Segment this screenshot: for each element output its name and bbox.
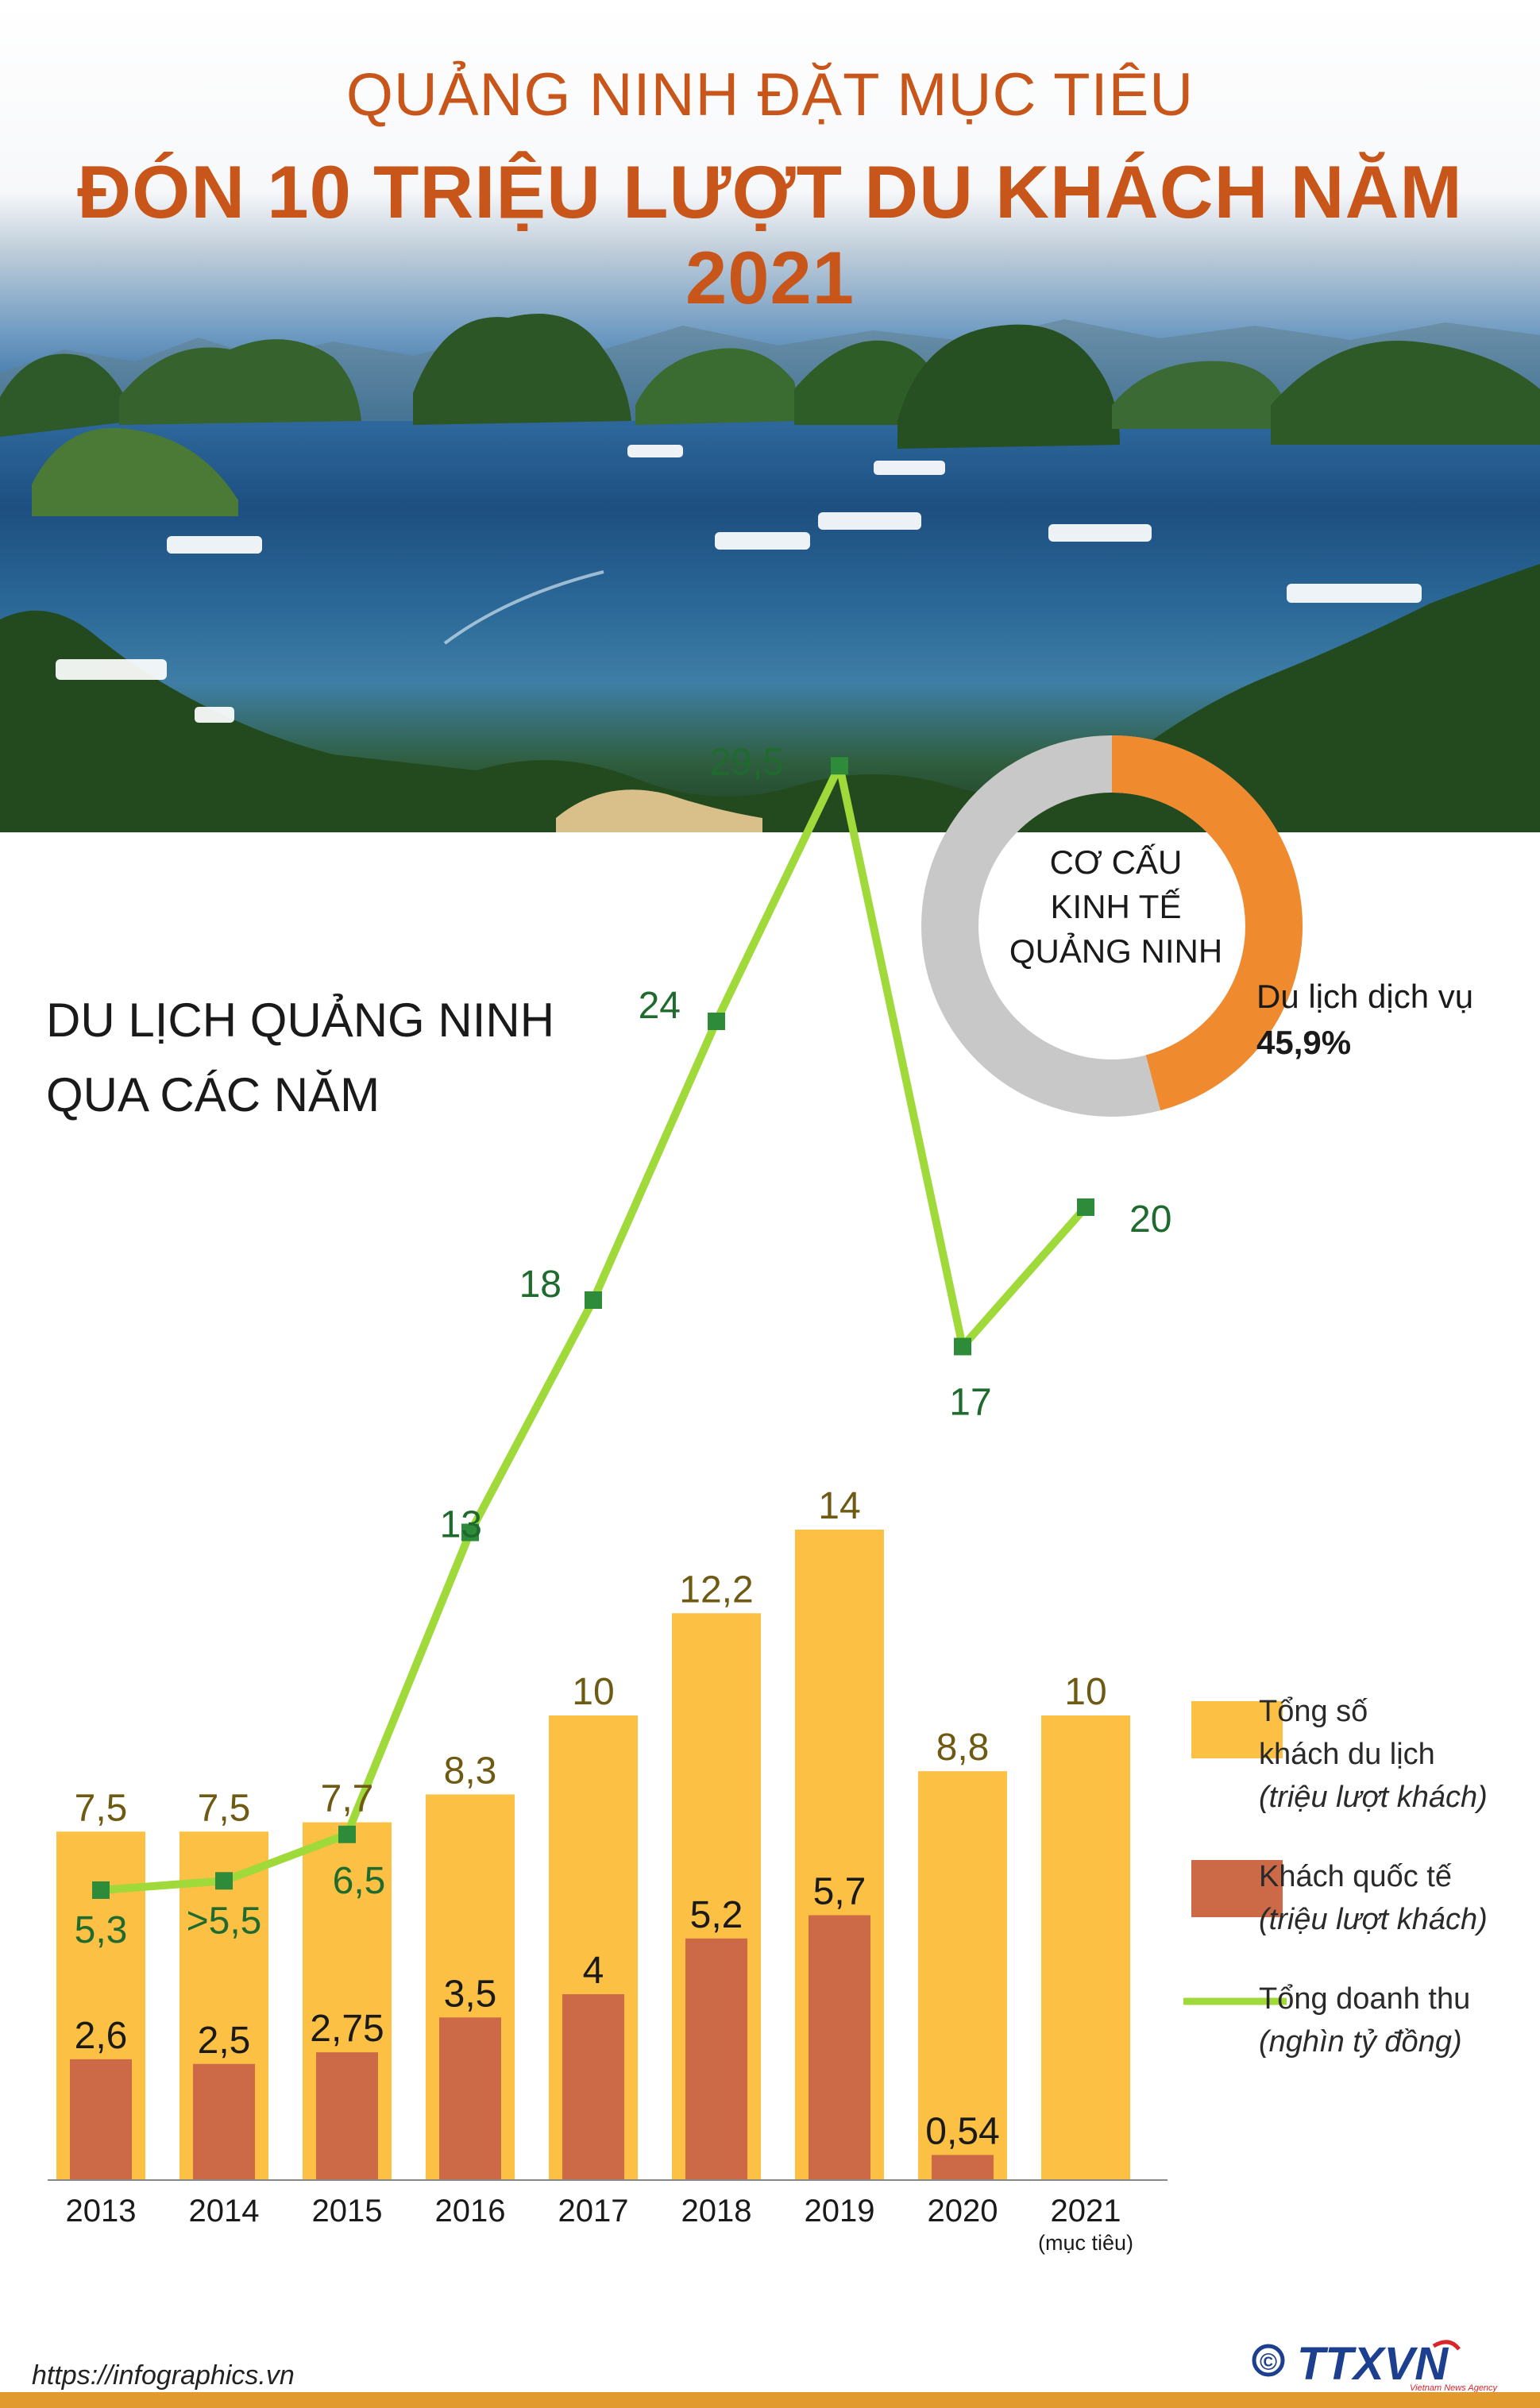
x-tick-note-2021: (mục tiêu) — [1038, 2231, 1133, 2255]
total-label-2014: 7,5 — [198, 1787, 251, 1829]
intl-bar-2016 — [439, 2017, 501, 2180]
intl-label-2019: 5,7 — [813, 1871, 866, 1913]
total-label-2016: 8,3 — [444, 1750, 497, 1792]
total-bar-2020 — [918, 1771, 1007, 2180]
x-tick-2017: 2017 — [558, 2194, 629, 2229]
x-axis-tick-labels: 2013 2014 2015 2016 2017 2018 2019 2020 2021(mục… — [66, 2194, 1134, 2255]
total-bar-2021 — [1041, 1715, 1130, 2180]
legend-intl-unit: (triệu lượt khách) — [1259, 1903, 1488, 1936]
section-title-line-2: QUA CÁC NĂM — [46, 1068, 380, 1121]
revenue-label-2013: 5,3 — [75, 1909, 128, 1951]
revenue-label-2015: 6,5 — [333, 1860, 386, 1902]
revenue-label-2018: 24 — [639, 985, 681, 1027]
legend-total-line-2: khách du lịch — [1259, 1738, 1435, 1771]
legend-total: Tổng số khách du lịch (triệu lượt khách) — [1259, 1690, 1488, 1819]
intl-bar-2013 — [70, 2059, 132, 2180]
revenue-line-series: 5,3 >5,5 6,5 13 18 24 29,5 17 20 — [75, 741, 1172, 1951]
revenue-label-2019: 29,5 — [710, 741, 784, 783]
donut-segment-label: Du lịch dịch vụ — [1256, 978, 1474, 1015]
donut-tourism-segment — [1111, 735, 1303, 1111]
revenue-point-2014 — [215, 1872, 233, 1890]
international-visitors-bars — [70, 1915, 994, 2180]
total-label-2018: 12,2 — [679, 1569, 753, 1611]
legend-total-swatch — [1191, 1701, 1283, 1758]
total-label-2021: 10 — [1064, 1671, 1106, 1713]
revenue-point-2020 — [954, 1337, 971, 1356]
section-title-line-1: DU LỊCH QUẢNG NINH — [46, 994, 555, 1047]
total-label-2013: 7,5 — [75, 1787, 128, 1829]
x-tick-2021: 2021 — [1051, 2194, 1121, 2229]
revenue-label-2014: >5,5 — [187, 1900, 262, 1942]
bar-value-labels: 7,5 2,6 7,5 2,5 7,7 2,75 8,3 3,5 10 4 12,2 5,2 14 5,7… — [75, 1485, 1107, 2152]
ttxvn-logo: © TTXVN Vietnam News Agency — [1252, 2338, 1499, 2393]
x-tick-2013: 2013 — [66, 2194, 137, 2229]
intl-bar-2018 — [685, 1938, 747, 2180]
donut-segment-value: 45,9% — [1256, 1024, 1352, 1061]
intl-label-2016: 3,5 — [444, 1973, 497, 2015]
donut-center-line-1: CƠ CẤU — [1049, 843, 1183, 881]
legend-revenue: Tổng doanh thu (nghìn tỷ đồng) — [1259, 1978, 1470, 2063]
revenue-point-2016 — [461, 1523, 479, 1542]
donut-segment-annotation: Du lịch dịch vụ 45,9% — [1256, 974, 1473, 1066]
title-line-1: QUẢNG NINH ĐẶT MỤC TIÊU — [345, 61, 1195, 129]
intl-bar-2017 — [562, 1994, 624, 2180]
economic-structure-donut — [921, 735, 1303, 1117]
donut-center-label: CƠ CẤU KINH TẾ QUẢNG NINH — [965, 840, 1267, 974]
revenue-point-2013 — [92, 1881, 110, 1899]
intl-bar-2019 — [809, 1915, 870, 2180]
total-label-2015: 7,7 — [321, 1778, 374, 1820]
title-line-2: ĐÓN 10 TRIỆU LƯỢT DU KHÁCH NĂM 2021 — [77, 150, 1463, 319]
logo-subtitle: Vietnam News Agency — [1410, 2383, 1499, 2393]
intl-bar-2020 — [932, 2155, 994, 2180]
section-title: DU LỊCH QUẢNG NINH QUA CÁC NĂM — [46, 983, 554, 1133]
x-tick-2019: 2019 — [805, 2194, 875, 2229]
intl-label-2013: 2,6 — [75, 2015, 128, 2057]
total-label-2017: 10 — [572, 1671, 614, 1713]
x-tick-2016: 2016 — [435, 2194, 506, 2229]
donut-center-line-3: QUẢNG NINH — [1009, 932, 1223, 970]
revenue-point-2021 — [1077, 1198, 1094, 1216]
total-label-2020: 8,8 — [936, 1727, 990, 1769]
revenue-label-2021: 20 — [1129, 1198, 1171, 1241]
footer-bar — [0, 2392, 1540, 2408]
bay-landscape-photo — [0, 314, 1540, 832]
footer-url: https://infographics.vn — [32, 2360, 295, 2391]
legend-total-line-1: Tổng số — [1259, 1695, 1368, 1728]
revenue-point-2017 — [585, 1291, 602, 1309]
x-tick-2015: 2015 — [312, 2194, 383, 2229]
intl-label-2020: 0,54 — [925, 2110, 999, 2152]
intl-label-2017: 4 — [583, 1950, 604, 1992]
revenue-label-2020: 17 — [949, 1382, 991, 1424]
legend-intl: Khách quốc tế (triệu lượt khách) — [1259, 1855, 1488, 1941]
revenue-point-2015 — [338, 1825, 356, 1843]
revenue-label-2017: 18 — [519, 1264, 562, 1306]
x-tick-2014: 2014 — [189, 2194, 260, 2229]
donut-center-line-2: KINH TẾ — [1050, 888, 1182, 925]
legend-revenue-line-1: Tổng doanh thu — [1259, 1982, 1471, 2016]
legend-total-unit: (triệu lượt khách) — [1259, 1781, 1488, 1814]
x-tick-2018: 2018 — [681, 2194, 752, 2229]
intl-label-2015: 2,75 — [310, 2008, 384, 2050]
revenue-label-2016: 13 — [440, 1504, 482, 1546]
x-tick-2020: 2020 — [928, 2194, 998, 2229]
intl-bar-2014 — [193, 2063, 255, 2180]
header-banner: QUẢNG NINH ĐẶT MỤC TIÊU ĐÓN 10 TRIỆU LƯỢ… — [0, 0, 1540, 832]
intl-label-2014: 2,5 — [198, 2020, 251, 2062]
logo-text: TTXVN — [1297, 2338, 1449, 2390]
revenue-point-2019 — [831, 757, 848, 775]
intl-label-2018: 5,2 — [690, 1894, 743, 1936]
logo-copyright: © — [1260, 2349, 1277, 2375]
legend-revenue-unit: (nghìn tỷ đồng) — [1259, 2025, 1462, 2059]
intl-bar-2015 — [316, 2052, 378, 2180]
total-label-2019: 14 — [818, 1485, 860, 1527]
legend-intl-swatch — [1191, 1860, 1283, 1917]
legend-intl-line-1: Khách quốc tế — [1259, 1860, 1452, 1893]
revenue-point-2018 — [708, 1013, 725, 1030]
